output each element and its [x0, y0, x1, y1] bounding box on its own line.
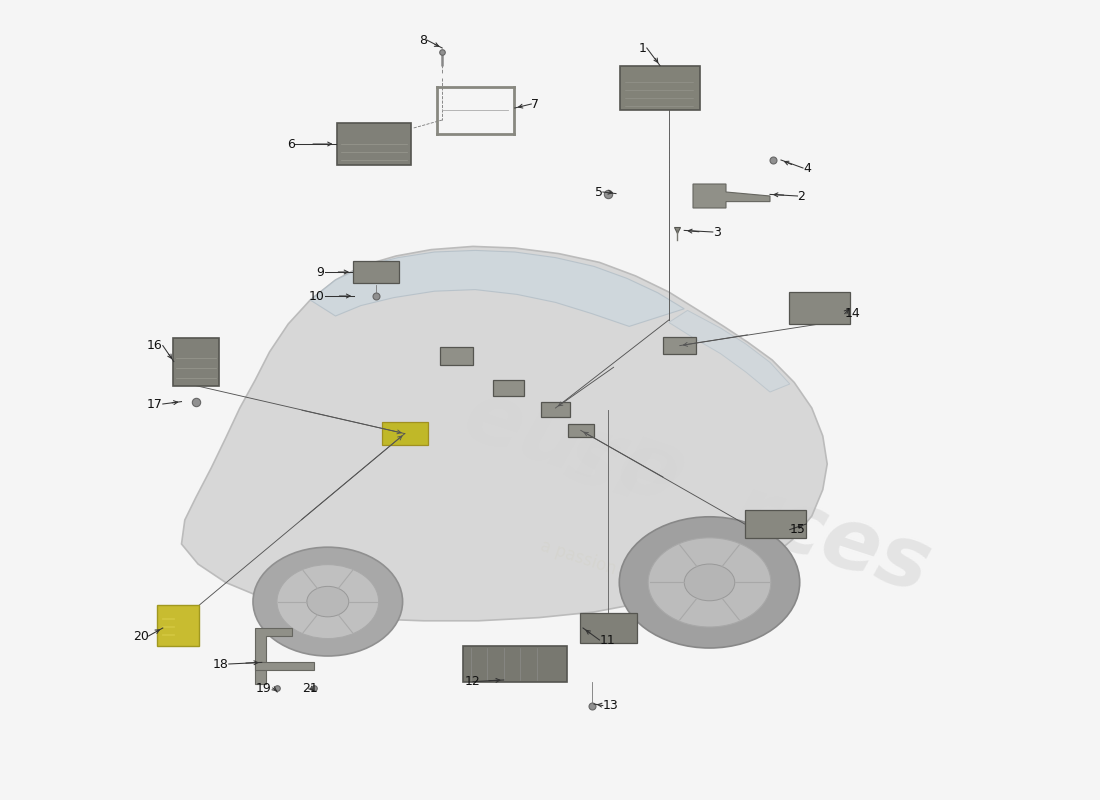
Circle shape [648, 538, 771, 627]
Text: 6: 6 [287, 138, 295, 150]
Bar [157, 605, 199, 646]
Polygon shape [182, 246, 827, 621]
Circle shape [277, 565, 378, 638]
Text: 4: 4 [803, 162, 811, 174]
Text: 11: 11 [600, 634, 615, 646]
Bar [353, 261, 399, 283]
Text: 20: 20 [133, 630, 148, 642]
Text: a passion for parts since 1985: a passion for parts since 1985 [538, 537, 782, 631]
Circle shape [307, 586, 349, 617]
Bar [568, 424, 594, 437]
Text: 18: 18 [213, 658, 229, 670]
Bar [337, 123, 411, 165]
Polygon shape [255, 662, 314, 670]
Text: 5: 5 [595, 186, 603, 198]
Polygon shape [669, 310, 790, 392]
Text: 7: 7 [531, 98, 539, 110]
Circle shape [619, 517, 800, 648]
Text: 14: 14 [845, 307, 860, 320]
Text: 10: 10 [309, 290, 324, 302]
Text: 8: 8 [419, 34, 427, 46]
Text: 3: 3 [713, 226, 721, 238]
Text: 2: 2 [798, 190, 805, 202]
Text: 17: 17 [147, 398, 163, 410]
Bar [663, 337, 696, 354]
Text: euro: euro [454, 374, 690, 522]
Polygon shape [255, 628, 292, 684]
Text: 21: 21 [302, 682, 318, 694]
Circle shape [253, 547, 403, 656]
Text: 15: 15 [790, 523, 805, 536]
Bar [440, 347, 473, 365]
Bar [493, 380, 524, 396]
Bar [541, 402, 570, 417]
Polygon shape [310, 250, 684, 326]
Polygon shape [693, 184, 770, 208]
Bar [620, 66, 700, 110]
Bar [173, 338, 219, 386]
Text: 19: 19 [256, 682, 272, 694]
Text: 9: 9 [317, 266, 324, 278]
Bar [790, 292, 849, 324]
Text: sP  rces: sP rces [556, 414, 940, 610]
Bar [746, 510, 805, 538]
Text: 1: 1 [639, 42, 647, 54]
Bar [382, 422, 428, 445]
Circle shape [684, 564, 735, 601]
Text: 12: 12 [465, 675, 481, 688]
Bar [463, 646, 568, 682]
Bar [580, 613, 637, 643]
Text: 13: 13 [603, 699, 618, 712]
Text: 16: 16 [147, 339, 163, 352]
